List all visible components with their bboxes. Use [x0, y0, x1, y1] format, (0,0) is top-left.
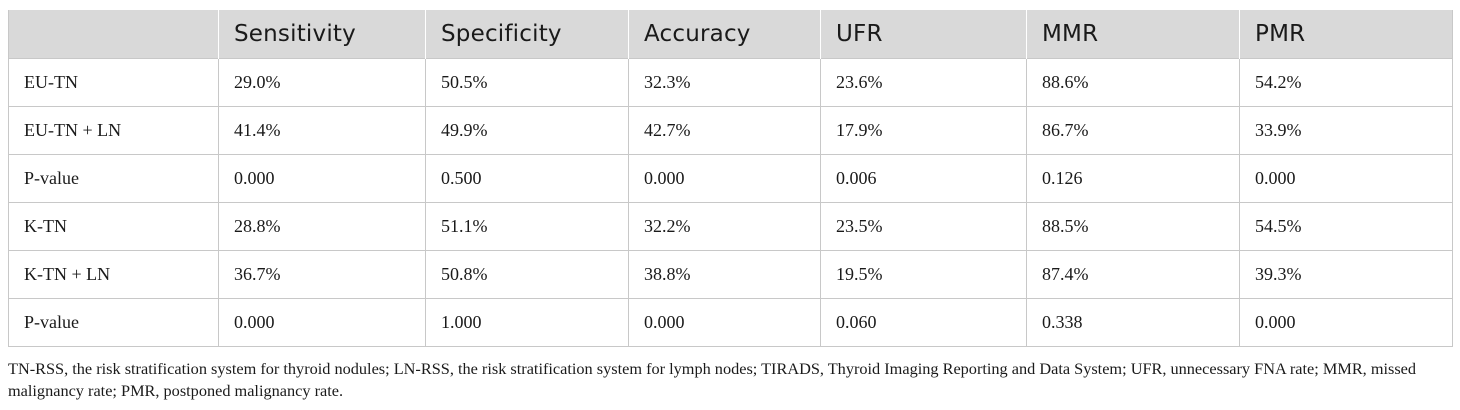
table-cell: 36.7% [218, 250, 426, 299]
header-cell-blank [8, 10, 219, 59]
header-row: Sensitivity Specificity Accuracy UFR MMR… [8, 10, 1453, 59]
row-label: P-value [8, 298, 219, 347]
table-cell: 23.6% [820, 58, 1027, 107]
table-cell: 0.000 [218, 298, 426, 347]
table-row: EU-TN + LN 41.4% 49.9% 42.7% 17.9% 86.7%… [8, 106, 1453, 155]
table-cell: 41.4% [218, 106, 426, 155]
table-cell: 0.338 [1026, 298, 1240, 347]
row-label: K-TN [8, 202, 219, 251]
table-cell: 50.8% [425, 250, 629, 299]
table-cell: 0.060 [820, 298, 1027, 347]
table-cell: 33.9% [1239, 106, 1453, 155]
table-cell: 29.0% [218, 58, 426, 107]
table-cell: 17.9% [820, 106, 1027, 155]
table-cell: 87.4% [1026, 250, 1240, 299]
table-footnote: TN-RSS, the risk stratification system f… [8, 359, 1417, 400]
header-cell-mmr: MMR [1026, 10, 1240, 59]
table-cell: 23.5% [820, 202, 1027, 251]
row-label: EU-TN [8, 58, 219, 107]
table-cell: 0.000 [218, 154, 426, 203]
table-cell: 0.000 [1239, 154, 1453, 203]
table-cell: 19.5% [820, 250, 1027, 299]
table-cell: 38.8% [628, 250, 821, 299]
header-cell-ufr: UFR [820, 10, 1027, 59]
table-cell: 32.3% [628, 58, 821, 107]
header-cell-accuracy: Accuracy [628, 10, 821, 59]
table-cell: 0.126 [1026, 154, 1240, 203]
table-cell: 49.9% [425, 106, 629, 155]
table-cell: 86.7% [1026, 106, 1240, 155]
table-row: P-value 0.000 0.500 0.000 0.006 0.126 0.… [8, 154, 1453, 203]
table-cell: 0.006 [820, 154, 1027, 203]
table-cell: 54.5% [1239, 202, 1453, 251]
table-cell: 1.000 [425, 298, 629, 347]
header-cell-sensitivity: Sensitivity [218, 10, 426, 59]
table-cell: 88.6% [1026, 58, 1240, 107]
table-cell: 51.1% [425, 202, 629, 251]
row-label: P-value [8, 154, 219, 203]
table-cell: 28.8% [218, 202, 426, 251]
table-container: Sensitivity Specificity Accuracy UFR MMR… [8, 10, 1453, 347]
table-cell: 32.2% [628, 202, 821, 251]
results-table: Sensitivity Specificity Accuracy UFR MMR… [8, 10, 1453, 347]
table-row: K-TN + LN 36.7% 50.8% 38.8% 19.5% 87.4% … [8, 250, 1453, 299]
header-cell-specificity: Specificity [425, 10, 629, 59]
row-label: K-TN + LN [8, 250, 219, 299]
table-cell: 0.000 [1239, 298, 1453, 347]
table-row: K-TN 28.8% 51.1% 32.2% 23.5% 88.5% 54.5% [8, 202, 1453, 251]
header-cell-pmr: PMR [1239, 10, 1453, 59]
row-label: EU-TN + LN [8, 106, 219, 155]
table-cell: 54.2% [1239, 58, 1453, 107]
table-cell: 88.5% [1026, 202, 1240, 251]
table-cell: 39.3% [1239, 250, 1453, 299]
table-cell: 50.5% [425, 58, 629, 107]
table-cell: 42.7% [628, 106, 821, 155]
table-cell: 0.000 [628, 154, 821, 203]
table-row: P-value 0.000 1.000 0.000 0.060 0.338 0.… [8, 298, 1453, 347]
table-row: EU-TN 29.0% 50.5% 32.3% 23.6% 88.6% 54.2… [8, 58, 1453, 107]
table-cell: 0.500 [425, 154, 629, 203]
table-cell: 0.000 [628, 298, 821, 347]
